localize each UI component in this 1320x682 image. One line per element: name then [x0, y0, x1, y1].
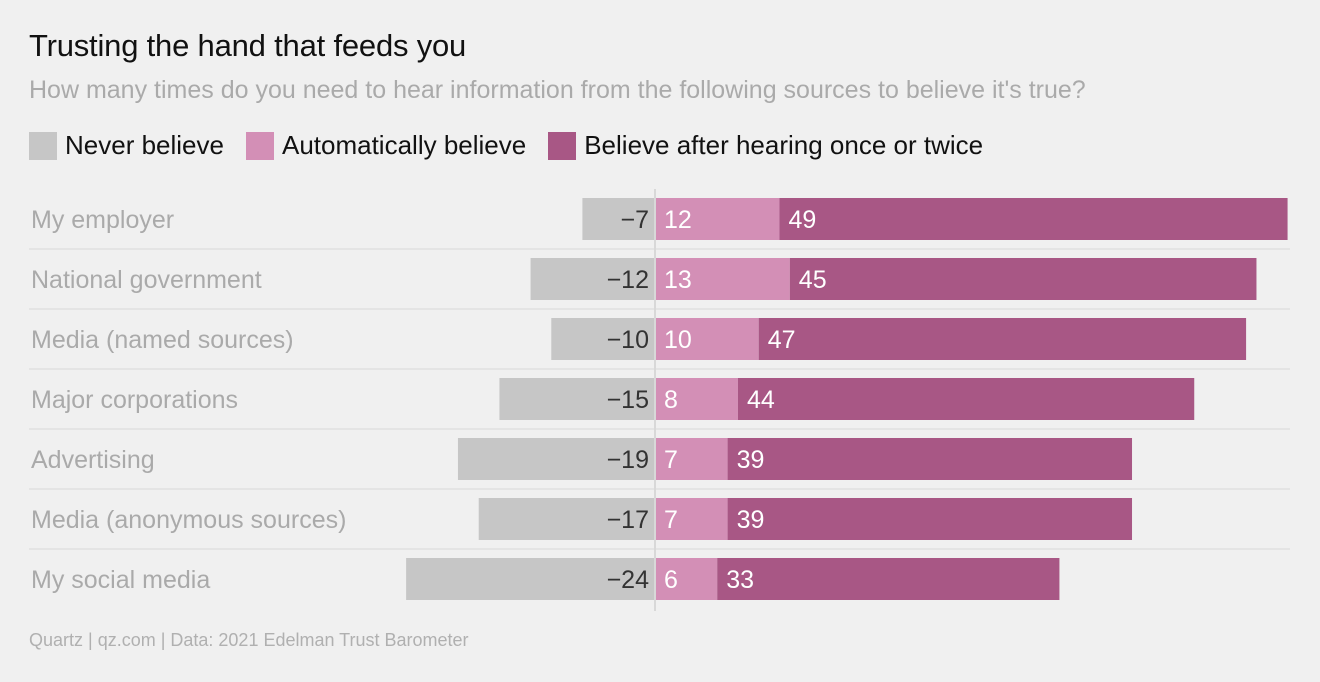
bar-never-believe [457, 438, 655, 480]
bar-believe-once-or-twice [789, 258, 1257, 300]
value-label-auto: 7 [664, 506, 678, 534]
category-label: Advertising [31, 446, 155, 474]
value-label-auto: 12 [664, 206, 692, 234]
value-label-once: 44 [747, 386, 775, 414]
bar-automatically-believe [655, 318, 759, 360]
bar-believe-once-or-twice [727, 498, 1133, 540]
value-label-never: −12 [607, 266, 649, 294]
legend-item-never: Never believe [29, 130, 224, 161]
bar-never-believe [478, 498, 655, 540]
bar-believe-once-or-twice [717, 558, 1060, 600]
bar-automatically-believe [655, 258, 790, 300]
bar-believe-once-or-twice [779, 198, 1288, 240]
bar-automatically-believe [655, 558, 718, 600]
category-label: Media (named sources) [31, 326, 294, 354]
value-label-never: −15 [607, 386, 649, 414]
category-label: My social media [31, 566, 210, 594]
category-label: National government [31, 266, 262, 294]
legend: Never believe Automatically believe Beli… [29, 130, 1005, 161]
value-label-never: −7 [620, 206, 649, 234]
bar-automatically-believe [655, 498, 728, 540]
value-label-once: 33 [726, 566, 754, 594]
value-label-once: 39 [737, 506, 765, 534]
category-label: My employer [31, 206, 174, 234]
chart-subtitle: How many times do you need to hear infor… [29, 76, 1086, 104]
bar-believe-once-or-twice [758, 318, 1247, 360]
bar-never-believe [530, 258, 655, 300]
legend-label-auto: Automatically believe [281, 130, 527, 160]
bar-believe-once-or-twice [727, 438, 1133, 480]
value-label-auto: 13 [664, 266, 692, 294]
legend-item-auto: Automatically believe [245, 130, 527, 161]
bar-never-believe [582, 198, 655, 240]
value-label-auto: 7 [664, 446, 678, 474]
chart-title: Trusting the hand that feeds you [29, 28, 467, 63]
bar-believe-once-or-twice [737, 378, 1195, 420]
value-label-once: 47 [768, 326, 796, 354]
value-label-never: −24 [607, 566, 650, 594]
category-label: Major corporations [31, 386, 238, 414]
legend-swatch-never [29, 131, 57, 160]
value-label-never: −19 [607, 446, 649, 474]
value-label-auto: 10 [664, 326, 692, 354]
bar-never-believe [499, 378, 655, 420]
bar-automatically-believe [655, 198, 780, 240]
value-label-once: 45 [799, 266, 827, 294]
category-label: Media (anonymous sources) [31, 506, 346, 534]
bar-never-believe [551, 318, 655, 360]
legend-item-once: Believe after hearing once or twice [548, 130, 983, 161]
bar-automatically-believe [655, 438, 728, 480]
legend-label-never: Never believe [65, 130, 224, 160]
value-label-never: −17 [607, 506, 649, 534]
source-footer: Quartz | qz.com | Data: 2021 Edelman Tru… [29, 630, 469, 650]
value-label-once: 39 [737, 446, 765, 474]
value-label-auto: 8 [664, 386, 678, 414]
bar-automatically-believe [655, 378, 738, 420]
value-label-never: −10 [607, 326, 649, 354]
legend-swatch-auto [245, 131, 274, 160]
value-label-once: 49 [788, 206, 816, 234]
legend-label-once: Believe after hearing once or twice [584, 130, 984, 160]
legend-swatch-once [548, 131, 577, 160]
value-label-auto: 6 [664, 566, 678, 594]
bar-never-believe [406, 558, 655, 600]
